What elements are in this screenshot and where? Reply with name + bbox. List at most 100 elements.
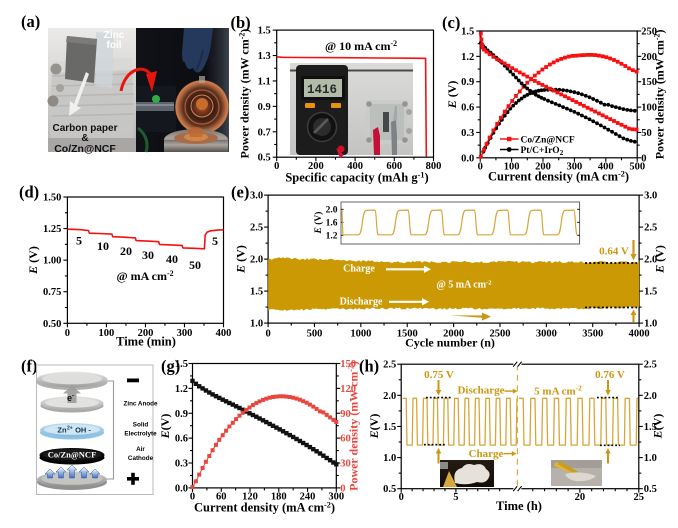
svg-text:120: 120	[242, 492, 258, 503]
svg-text:foil: foil	[107, 40, 122, 51]
svg-text:1.25: 1.25	[43, 224, 61, 235]
svg-text:400: 400	[216, 328, 232, 339]
svg-text:Co/Zn@NCF: Co/Zn@NCF	[54, 143, 116, 155]
svg-text:E (V): E (V)	[313, 212, 324, 235]
svg-text:1.3: 1.3	[258, 51, 271, 62]
svg-text:Pt/C+IrO2: Pt/C+IrO2	[521, 146, 564, 157]
svg-text:(b): (b)	[231, 13, 251, 32]
svg-text:0.0: 0.0	[175, 483, 188, 494]
svg-text:Power density (mW cm-2): Power density (mW cm-2)	[652, 30, 667, 160]
svg-text:2.5: 2.5	[383, 360, 396, 371]
svg-text:E (V): E (V)	[234, 245, 248, 274]
svg-text:Co/Zn@NCF: Co/Zn@NCF	[521, 136, 575, 146]
svg-text:0.50: 0.50	[43, 319, 61, 330]
svg-text:90: 90	[340, 409, 351, 420]
svg-text:50: 50	[641, 128, 652, 139]
svg-text:Charge: Charge	[469, 448, 504, 460]
svg-text:2.0: 2.0	[383, 391, 396, 402]
svg-text:240: 240	[300, 492, 316, 503]
svg-text:100: 100	[641, 103, 657, 114]
svg-text:2.0: 2.0	[644, 391, 657, 402]
svg-text:5: 5	[453, 492, 458, 503]
svg-text:E(V): E(V)	[367, 414, 381, 440]
svg-text:3000: 3000	[536, 328, 557, 339]
svg-text:Carbon paper: Carbon paper	[52, 123, 117, 134]
svg-text:Time (min): Time (min)	[116, 334, 176, 348]
svg-text:0: 0	[265, 328, 270, 339]
svg-text:&: &	[81, 133, 88, 144]
svg-text:Discharge: Discharge	[457, 385, 504, 397]
svg-text:0.3: 0.3	[175, 459, 188, 470]
svg-text:0: 0	[399, 492, 404, 503]
svg-text:200: 200	[535, 161, 551, 172]
svg-text:400: 400	[598, 161, 614, 172]
svg-text:(c): (c)	[442, 13, 460, 32]
svg-text:1000: 1000	[350, 328, 371, 339]
svg-text:300: 300	[567, 161, 583, 172]
svg-text:2+: 2+	[67, 426, 73, 432]
svg-text:0: 0	[478, 161, 483, 172]
svg-text:0: 0	[190, 492, 195, 503]
svg-text:150: 150	[340, 359, 356, 370]
svg-text:1.5: 1.5	[175, 359, 188, 370]
svg-text:30: 30	[142, 248, 154, 262]
svg-text:1.0: 1.0	[383, 453, 396, 464]
svg-text:30: 30	[340, 459, 351, 470]
svg-text:E (V): E (V)	[653, 245, 667, 274]
svg-text:Zinc Anode: Zinc Anode	[123, 401, 158, 408]
svg-text:1.0: 1.0	[644, 319, 657, 330]
svg-text:0: 0	[274, 161, 279, 172]
svg-text:1.5: 1.5	[644, 287, 657, 298]
svg-text:1.1: 1.1	[258, 76, 271, 87]
svg-text:0.5: 0.5	[258, 153, 271, 164]
svg-text:120: 120	[340, 384, 356, 395]
svg-text:0.6: 0.6	[461, 103, 474, 114]
svg-text:E(V): E(V)	[651, 414, 665, 440]
svg-text:2500: 2500	[489, 328, 510, 339]
svg-text:200: 200	[641, 52, 657, 63]
svg-text:0.5: 0.5	[644, 484, 657, 495]
svg-text:(a): (a)	[21, 12, 40, 31]
svg-text:1.5: 1.5	[644, 422, 657, 433]
svg-text:0.5: 0.5	[383, 484, 396, 495]
svg-text:0: 0	[65, 328, 70, 339]
svg-text:@ mA cm-2: @ mA cm-2	[116, 269, 173, 284]
svg-text:5: 5	[212, 234, 218, 248]
svg-text:1.5: 1.5	[461, 27, 474, 38]
svg-text:Specific capacity (mAh g-1): Specific capacity (mAh g-1)	[285, 170, 428, 185]
svg-text:2.0: 2.0	[644, 255, 657, 266]
svg-text:1.5: 1.5	[383, 422, 396, 433]
svg-text:5: 5	[76, 234, 82, 248]
svg-text:0.3: 0.3	[461, 128, 474, 139]
svg-text:(d): (d)	[19, 183, 39, 202]
svg-text:1.0: 1.0	[250, 319, 263, 330]
svg-text:100: 100	[99, 328, 115, 339]
svg-text:1.2: 1.2	[326, 232, 338, 242]
svg-text:300: 300	[328, 492, 344, 503]
svg-text:200: 200	[138, 328, 154, 339]
svg-text:180: 180	[271, 492, 287, 503]
svg-text:4000: 4000	[629, 328, 650, 339]
svg-text:1.00: 1.00	[43, 256, 61, 267]
svg-text:(f): (f)	[21, 357, 37, 376]
svg-text:(e): (e)	[231, 183, 249, 202]
svg-text:1500: 1500	[397, 328, 418, 339]
svg-text:Power density (mW cm-2): Power density (mW cm-2)	[346, 361, 361, 491]
svg-text:25: 25	[634, 492, 645, 503]
svg-text:0.7: 0.7	[258, 127, 271, 138]
svg-text:(g): (g)	[161, 357, 180, 376]
svg-text:(h): (h)	[359, 357, 379, 376]
svg-text:60: 60	[340, 434, 351, 445]
svg-text:2.5: 2.5	[644, 360, 657, 371]
svg-text:3.0: 3.0	[644, 191, 657, 202]
svg-text:500: 500	[307, 328, 323, 339]
svg-text:3500: 3500	[582, 328, 603, 339]
svg-text:0.9: 0.9	[175, 409, 188, 420]
svg-text:5 mA cm-2: 5 mA cm-2	[534, 383, 582, 398]
svg-text:OH -: OH -	[75, 426, 91, 435]
svg-text:1416: 1416	[307, 83, 337, 97]
svg-text:2.0: 2.0	[326, 206, 338, 216]
svg-text:Electrolyte: Electrolyte	[124, 431, 157, 438]
svg-text:400: 400	[347, 161, 363, 172]
svg-text:300: 300	[177, 328, 193, 339]
